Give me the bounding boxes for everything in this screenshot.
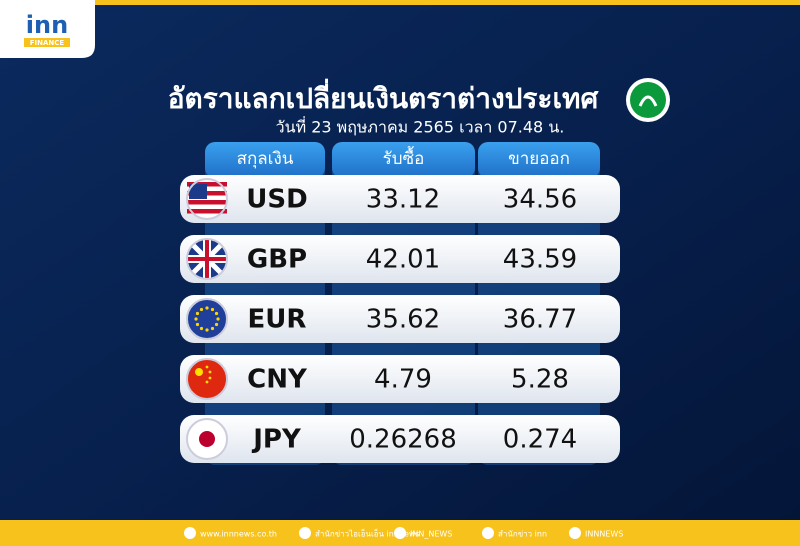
flag-star: [205, 380, 209, 384]
currency-flag: [186, 178, 228, 220]
column-header: รับซื้อ: [383, 146, 425, 169]
flag-ring: [186, 418, 228, 460]
row-pill: [180, 235, 620, 283]
flag-star: [205, 365, 209, 369]
flag-star: [214, 311, 219, 316]
subtitle: วันที่ 23 พฤษภาคม 2565 เวลา 07.48 น.: [276, 116, 565, 137]
flag-star: [208, 376, 212, 380]
footer: www.innnews.co.th สำนักข่าวไอเอ็นเอ็น inn…: [184, 527, 623, 539]
flag-star: [199, 307, 204, 312]
column-header: สกุลเงิน: [237, 149, 294, 169]
flag-ring: [186, 358, 228, 400]
column-tab: [478, 142, 600, 178]
footer-item: www.innnews.co.th: [200, 530, 277, 539]
flag-star: [195, 322, 200, 327]
flag-cross: [187, 239, 227, 279]
footer-icon: [569, 527, 581, 539]
row-pill: [180, 415, 620, 463]
sell-rate: 5.28: [511, 365, 569, 395]
currency-code: JPY: [251, 425, 302, 455]
currency-flag: [186, 418, 228, 460]
row-pill: [180, 295, 620, 343]
footer-item: สำนักข่าวไอเอ็นเอ็น innnews: [315, 529, 420, 539]
flag-star: [199, 326, 204, 331]
footer-icon: [394, 527, 406, 539]
flag-stripe: [187, 200, 227, 205]
buy-rate: 4.79: [374, 365, 432, 395]
currency-code: EUR: [248, 305, 307, 335]
row-pill: [180, 355, 620, 403]
flag: [187, 299, 227, 339]
currency-code: CNY: [247, 365, 308, 395]
footer-item: สำนักข่าว inn: [498, 530, 547, 539]
logo-tag: FINANCE: [30, 39, 65, 47]
flag-ring: [186, 238, 228, 280]
flag-star: [210, 326, 215, 331]
flag-stripe: [187, 209, 227, 214]
currency-flag: [186, 358, 228, 400]
row-pill: [180, 175, 620, 223]
currency-flag: [186, 298, 228, 340]
column-tab: [205, 142, 325, 178]
bank-logo-inner: [630, 82, 666, 118]
flag-star: [195, 311, 200, 316]
footer-item: INNNEWS: [585, 530, 623, 539]
logo-box: [0, 0, 95, 58]
top-stripe: [0, 0, 800, 5]
footer-icon: [184, 527, 196, 539]
buy-rate: 0.26268: [349, 425, 457, 455]
currency-flag: [186, 238, 228, 280]
flag-sun: [199, 431, 215, 447]
footer-icon: [299, 527, 311, 539]
flag-star: [208, 370, 212, 374]
rate-table: สกุลเงิน รับซื้อ ขายออก USD 33.12 34.56 GBP 42.…: [180, 142, 620, 465]
flag-star: [214, 322, 219, 327]
currency-code: USD: [246, 185, 307, 215]
column-tab: [332, 142, 475, 178]
sell-rate: 34.56: [503, 185, 577, 215]
flag-ring: [186, 178, 228, 220]
title: อัตราแลกเปลี่ยนเงินตราต่างประเทศ: [168, 78, 600, 115]
logo-brand: inn: [26, 11, 68, 39]
flag-star: [205, 306, 209, 310]
footer-item: INN_NEWS: [410, 530, 452, 539]
flag-canton: [189, 184, 207, 199]
buy-rate: 33.12: [366, 185, 440, 215]
buy-rate: 35.62: [366, 305, 440, 335]
flag-star: [216, 317, 220, 321]
flag-star: [194, 317, 198, 321]
sell-rate: 36.77: [503, 305, 577, 335]
flag-star: [205, 328, 209, 332]
footer-icon: [482, 527, 494, 539]
column-header: ขายออก: [508, 149, 570, 169]
logo-tag-bg: [24, 38, 70, 47]
flag-star: [210, 307, 215, 312]
currency-code: GBP: [247, 245, 307, 275]
bank-logo-leaf: [638, 95, 658, 107]
buy-rate: 42.01: [366, 245, 440, 275]
sell-rate: 43.59: [503, 245, 577, 275]
sell-rate: 0.274: [503, 425, 577, 455]
flag-star: [195, 368, 203, 376]
flag-ring: [186, 298, 228, 340]
